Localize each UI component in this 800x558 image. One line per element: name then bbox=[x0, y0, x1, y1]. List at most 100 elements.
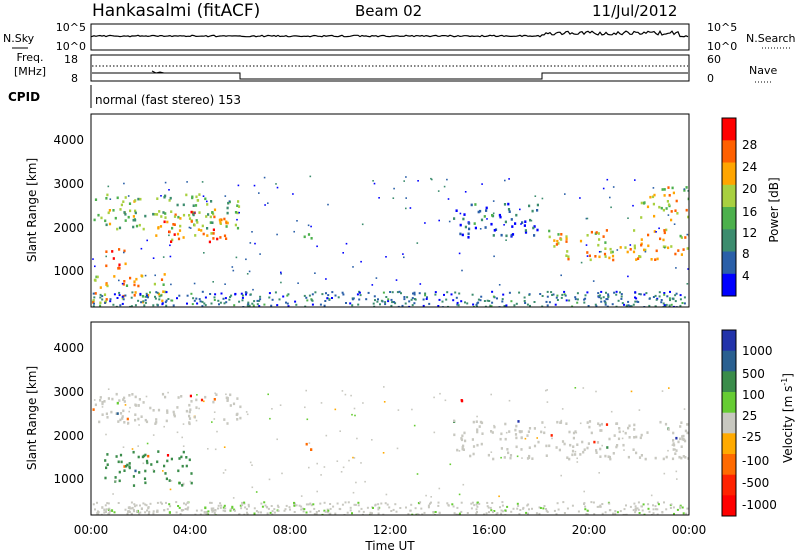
velocity-cell bbox=[224, 510, 227, 513]
velocity-cell bbox=[152, 510, 155, 513]
velocity-cell bbox=[273, 511, 276, 514]
power-cell bbox=[679, 298, 682, 301]
velocity-cell bbox=[430, 496, 432, 498]
power-cell bbox=[571, 305, 574, 307]
velocity-cell bbox=[139, 504, 141, 507]
velocity-cell bbox=[110, 410, 113, 414]
velocity-cell bbox=[243, 513, 246, 515]
velocity-cell bbox=[141, 455, 144, 459]
power-cell bbox=[652, 296, 655, 298]
power-cell bbox=[503, 305, 506, 307]
power-cell bbox=[675, 292, 678, 295]
power-cell bbox=[584, 294, 587, 297]
power-cell bbox=[563, 290, 566, 293]
velocity-cell bbox=[298, 504, 301, 507]
velocity-cell bbox=[555, 513, 558, 515]
power-cell bbox=[367, 291, 370, 294]
freq-panel-frame bbox=[90, 54, 690, 82]
power-cell bbox=[325, 292, 327, 295]
velocity-cell bbox=[648, 510, 651, 513]
power-cell bbox=[263, 176, 266, 179]
power-cell bbox=[405, 176, 407, 178]
velocity-cell bbox=[340, 471, 343, 473]
velocity-cell bbox=[566, 456, 569, 459]
power-cell bbox=[100, 216, 103, 220]
power-cell bbox=[95, 275, 98, 279]
power-cell bbox=[590, 230, 593, 234]
velocity-cell bbox=[166, 508, 169, 511]
velocity-cell bbox=[476, 505, 479, 508]
velocity-cell bbox=[584, 508, 587, 511]
power-cb-tick: 8 bbox=[742, 247, 750, 261]
power-cell bbox=[190, 220, 193, 223]
power-cell bbox=[390, 304, 393, 307]
velocity-cell bbox=[489, 506, 492, 509]
velocity-cell bbox=[276, 504, 279, 507]
power-cell bbox=[172, 304, 175, 307]
power-cell bbox=[661, 188, 664, 191]
velocity-cell bbox=[99, 399, 102, 402]
velocity-cell bbox=[471, 438, 474, 441]
power-cell bbox=[612, 258, 615, 262]
velocity-cell bbox=[583, 503, 585, 505]
velocity-cell bbox=[289, 508, 291, 511]
power-cell bbox=[610, 251, 613, 254]
power-cell bbox=[154, 295, 156, 298]
power-cell bbox=[651, 195, 655, 199]
velocity-cell bbox=[486, 505, 489, 508]
velocity-cell bbox=[476, 430, 479, 434]
velocity-cell bbox=[216, 430, 218, 433]
power-cell bbox=[674, 294, 677, 297]
power-cell bbox=[276, 304, 279, 307]
velocity-cell bbox=[185, 409, 188, 413]
power-cell bbox=[424, 222, 426, 224]
velocity-cell bbox=[503, 456, 506, 459]
power-cell bbox=[122, 283, 125, 286]
velocity-cell bbox=[680, 421, 683, 424]
velocity-cell bbox=[268, 478, 271, 481]
power-cell bbox=[248, 304, 251, 307]
velocity-cell bbox=[226, 396, 229, 400]
velocity-cell bbox=[598, 472, 600, 474]
velocity-cell bbox=[558, 448, 561, 452]
velocity-cell bbox=[593, 513, 596, 515]
power-cell bbox=[604, 255, 607, 258]
power-cell bbox=[413, 293, 416, 296]
velocity-cell bbox=[353, 503, 356, 506]
power-cell bbox=[152, 304, 155, 307]
velocity-y-tick: 2000 bbox=[53, 429, 84, 443]
velocity-cell bbox=[411, 513, 414, 515]
velocity-cell bbox=[386, 503, 389, 506]
velocity-cell bbox=[568, 457, 571, 461]
velocity-panel-bg bbox=[91, 322, 689, 515]
velocity-cell bbox=[163, 425, 165, 428]
power-cell bbox=[236, 218, 238, 221]
power-cell bbox=[502, 293, 505, 296]
power-cell bbox=[305, 296, 308, 299]
power-cell bbox=[627, 217, 629, 219]
power-cell bbox=[237, 205, 241, 208]
power-cell bbox=[201, 224, 204, 228]
velocity-cell bbox=[616, 511, 619, 514]
power-cell bbox=[171, 299, 174, 302]
power-cell bbox=[633, 244, 636, 248]
power-cell bbox=[455, 296, 458, 299]
power-cell bbox=[307, 224, 310, 227]
power-cell bbox=[201, 305, 204, 307]
velocity-cell bbox=[339, 430, 341, 432]
velocity-cell bbox=[520, 436, 523, 439]
velocity-cell bbox=[119, 418, 122, 422]
velocity-cell bbox=[204, 506, 207, 510]
velocity-cell bbox=[657, 503, 660, 506]
velocity-cell bbox=[652, 504, 654, 507]
power-cell bbox=[663, 194, 666, 197]
power-cell bbox=[212, 281, 214, 283]
velocity-cell bbox=[377, 503, 380, 506]
velocity-cell bbox=[101, 506, 104, 509]
velocity-cell bbox=[214, 509, 217, 512]
velocity-cell bbox=[433, 396, 435, 399]
velocity-cell bbox=[142, 401, 145, 404]
power-cell bbox=[640, 242, 643, 246]
velocity-cell bbox=[582, 387, 585, 389]
velocity-cell bbox=[683, 408, 686, 410]
